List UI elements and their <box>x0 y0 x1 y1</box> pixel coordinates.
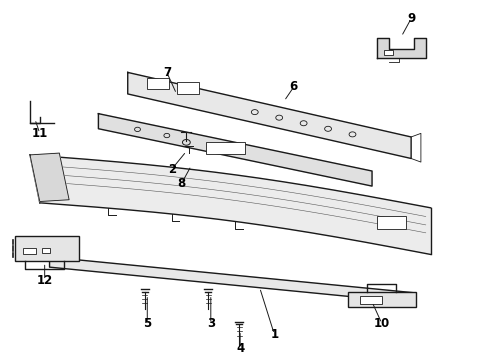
FancyBboxPatch shape <box>147 78 169 89</box>
Text: 7: 7 <box>163 66 171 79</box>
Text: 11: 11 <box>32 127 48 140</box>
Text: 10: 10 <box>374 317 390 330</box>
Text: 3: 3 <box>207 317 215 330</box>
FancyBboxPatch shape <box>384 50 393 55</box>
FancyBboxPatch shape <box>347 292 416 307</box>
FancyBboxPatch shape <box>206 142 245 154</box>
FancyBboxPatch shape <box>176 82 198 94</box>
FancyBboxPatch shape <box>42 248 50 253</box>
Text: 5: 5 <box>143 317 151 330</box>
Text: 8: 8 <box>177 177 186 190</box>
Text: 9: 9 <box>407 12 415 25</box>
FancyBboxPatch shape <box>377 216 406 229</box>
FancyBboxPatch shape <box>15 235 79 261</box>
Polygon shape <box>98 114 372 186</box>
Polygon shape <box>49 257 416 303</box>
Polygon shape <box>30 155 431 255</box>
Polygon shape <box>128 72 411 158</box>
Text: 4: 4 <box>236 342 244 355</box>
FancyBboxPatch shape <box>23 248 36 254</box>
Text: 1: 1 <box>270 328 278 341</box>
Polygon shape <box>377 39 426 58</box>
Text: 12: 12 <box>37 274 53 287</box>
Polygon shape <box>30 153 69 202</box>
Text: 2: 2 <box>168 163 176 176</box>
Text: 6: 6 <box>290 80 298 93</box>
FancyBboxPatch shape <box>360 296 382 304</box>
